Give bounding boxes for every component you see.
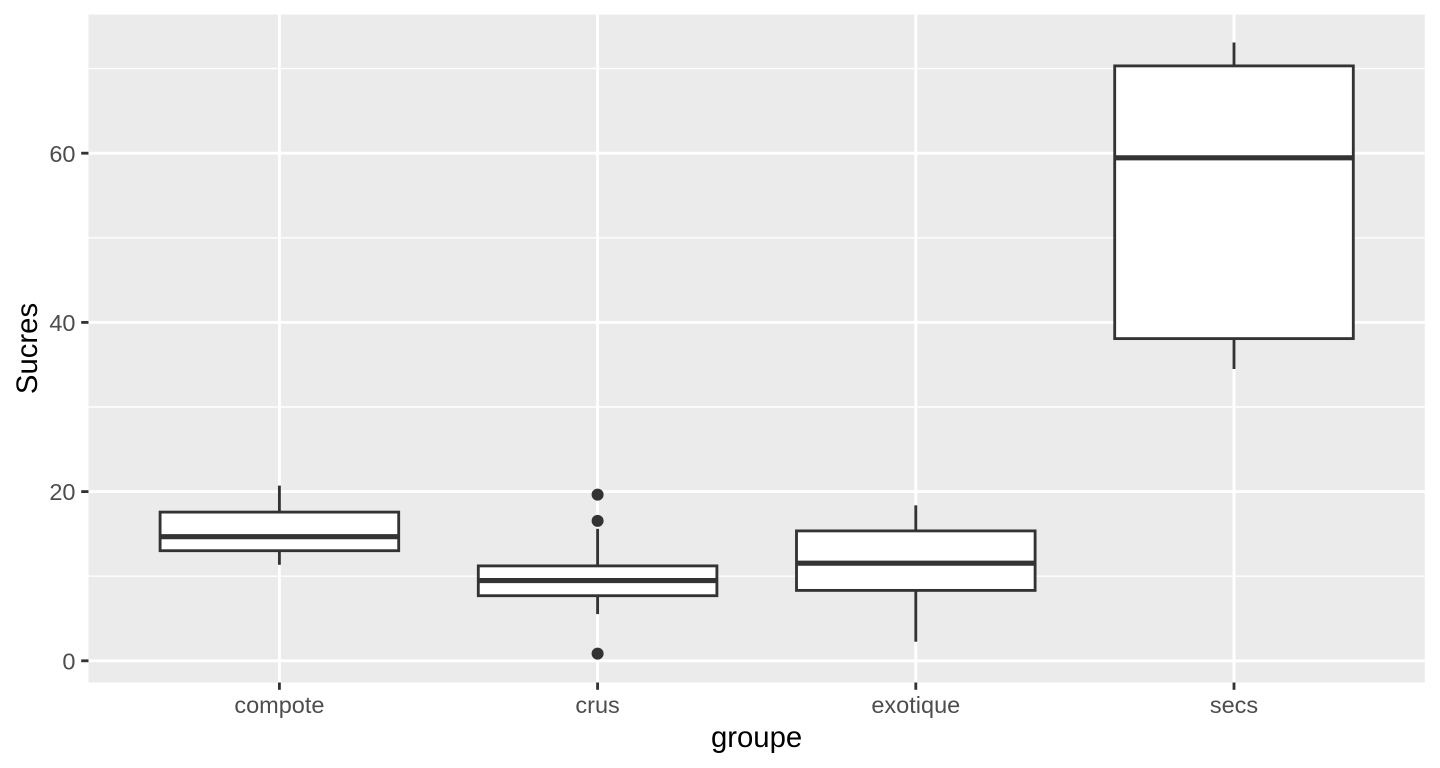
svg-text:Sucres: Sucres xyxy=(11,303,44,394)
svg-text:0: 0 xyxy=(62,648,75,674)
svg-text:20: 20 xyxy=(49,479,75,505)
svg-text:crus: crus xyxy=(575,692,619,718)
svg-text:exotique: exotique xyxy=(871,692,960,718)
svg-text:secs: secs xyxy=(1210,692,1258,718)
svg-text:groupe: groupe xyxy=(711,721,802,754)
svg-text:compote: compote xyxy=(234,692,324,718)
svg-text:60: 60 xyxy=(49,141,75,167)
svg-text:40: 40 xyxy=(49,310,75,336)
